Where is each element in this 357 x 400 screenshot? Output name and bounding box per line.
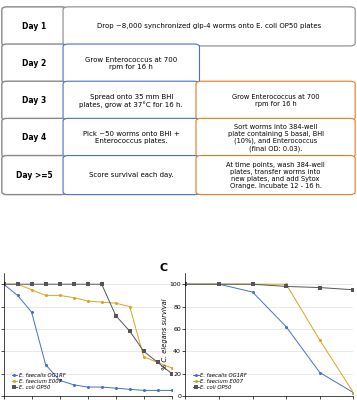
Text: Pick ~50 worms onto BHI +
Enterococcus plates.: Pick ~50 worms onto BHI + Enterococcus p…: [83, 132, 180, 144]
FancyBboxPatch shape: [196, 118, 355, 158]
FancyBboxPatch shape: [63, 81, 200, 120]
Text: Day 2: Day 2: [22, 59, 46, 68]
Text: Day 4: Day 4: [22, 134, 46, 142]
Text: Score survival each day.: Score survival each day.: [89, 172, 174, 178]
Text: At time points, wash 384-well
plates, transfer worms into
new plates, and add Sy: At time points, wash 384-well plates, tr…: [226, 162, 325, 188]
Text: Grow Enterococcus at 700
rpm for 16 h: Grow Enterococcus at 700 rpm for 16 h: [232, 94, 320, 107]
Y-axis label: % C. elegans survival: % C. elegans survival: [162, 299, 168, 370]
Text: Day 3: Day 3: [22, 96, 46, 105]
FancyBboxPatch shape: [2, 81, 66, 120]
FancyBboxPatch shape: [63, 44, 200, 83]
Text: Spread onto 35 mm BHI
plates, grow at 37°C for 16 h.: Spread onto 35 mm BHI plates, grow at 37…: [79, 94, 183, 108]
FancyBboxPatch shape: [2, 7, 66, 46]
Text: Sort worms into 384-well
plate containing S basal, BHI
(10%), and Enterococcus
(: Sort worms into 384-well plate containin…: [227, 124, 323, 152]
Text: Day >=5: Day >=5: [16, 170, 52, 180]
FancyBboxPatch shape: [63, 7, 355, 46]
FancyBboxPatch shape: [196, 81, 355, 120]
Legend: E. faecalis OG1RF, E. faecium E007, E. coli OP50: E. faecalis OG1RF, E. faecium E007, E. c…: [191, 371, 249, 392]
FancyBboxPatch shape: [2, 118, 66, 158]
Text: Grow Enterococcus at 700
rpm for 16 h: Grow Enterococcus at 700 rpm for 16 h: [85, 57, 177, 70]
FancyBboxPatch shape: [196, 156, 355, 195]
FancyBboxPatch shape: [2, 156, 66, 195]
FancyBboxPatch shape: [63, 118, 200, 158]
Text: Day 1: Day 1: [22, 22, 46, 31]
FancyBboxPatch shape: [2, 44, 66, 83]
Text: C: C: [160, 263, 168, 273]
Text: Drop ~8,000 synchronized glp-4 worms onto E. coli OP50 plates: Drop ~8,000 synchronized glp-4 worms ont…: [97, 23, 321, 29]
FancyBboxPatch shape: [63, 156, 200, 195]
Legend: E. faecalis OG1RF, E. faecium E007, E. coli OP50: E. faecalis OG1RF, E. faecium E007, E. c…: [10, 371, 67, 392]
